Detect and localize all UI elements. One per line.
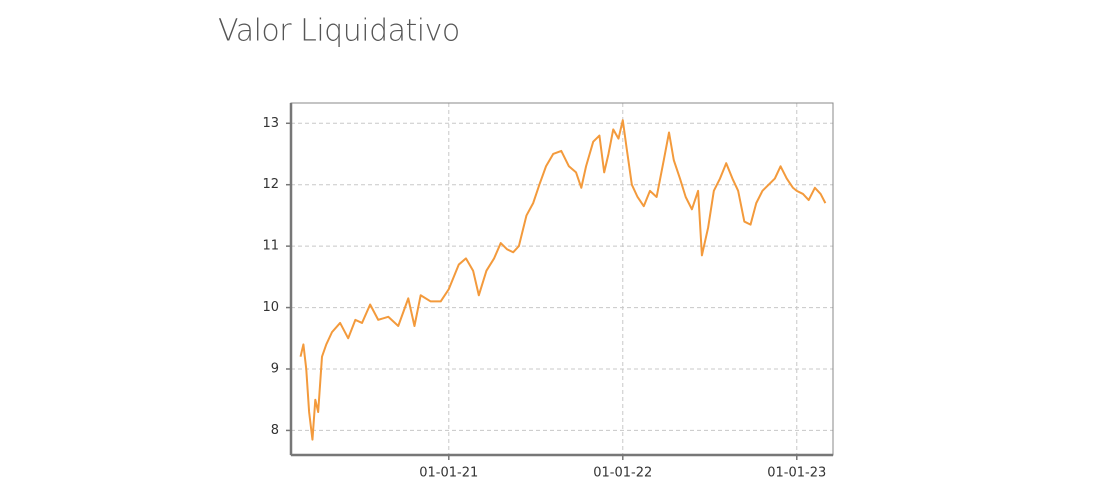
y-tick-label: 12 xyxy=(262,177,279,192)
y-tick-label: 9 xyxy=(271,361,279,376)
x-tick-label: 01-01-21 xyxy=(419,466,478,481)
y-tick-label: 10 xyxy=(262,300,279,315)
y-tick-label: 11 xyxy=(262,239,279,254)
y-tick-label: 8 xyxy=(271,423,279,438)
chart-title: Valor Liquidativo xyxy=(218,14,460,49)
data-line xyxy=(299,119,827,441)
x-tick-label: 01-01-23 xyxy=(767,466,826,481)
y-tick-label: 13 xyxy=(262,116,279,131)
plot-frame xyxy=(290,102,834,456)
x-tick-label: 01-01-22 xyxy=(593,466,652,481)
